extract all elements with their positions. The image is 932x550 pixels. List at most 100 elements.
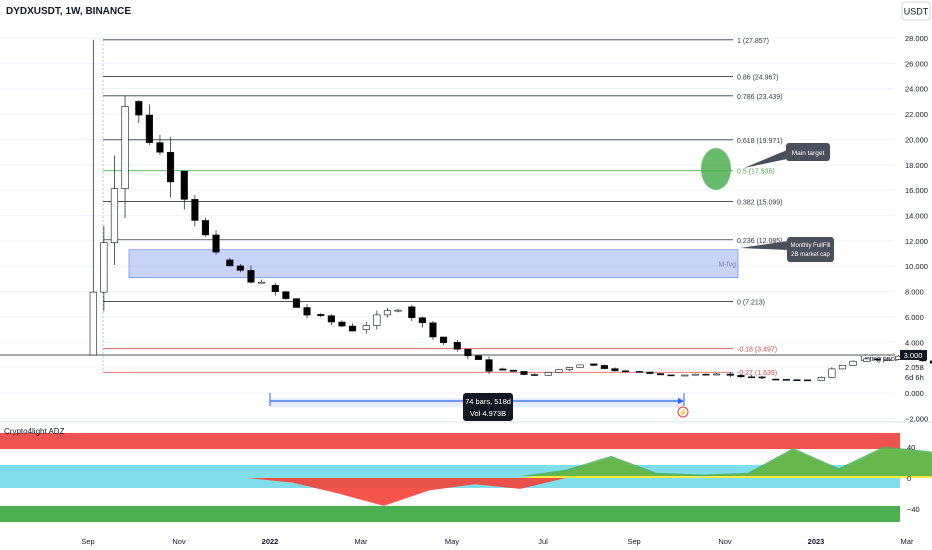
- currency-label: USDT: [904, 7, 929, 17]
- candle-body: [590, 363, 598, 366]
- candle-body: [429, 322, 437, 338]
- candle-body: [348, 325, 357, 332]
- indicator-level-label: −40: [907, 505, 920, 514]
- fib-level-label: 1 (27.857): [737, 38, 769, 45]
- price-tick-label: 4.000: [905, 338, 924, 347]
- candle-body: [576, 364, 584, 368]
- time-tick-label: Jul: [538, 537, 548, 546]
- candle-body: [327, 315, 335, 323]
- price-tick-label: −2.000: [905, 414, 928, 423]
- candle-body: [817, 377, 825, 381]
- candle-body: [621, 370, 630, 373]
- currency-button[interactable]: USDT: [901, 1, 931, 21]
- candle-body: [863, 358, 871, 362]
- price-axis[interactable]: 28.000 26.000 24.000 22.000 20.000 18.000 16.0…: [900, 34, 928, 514]
- price-tick-label: 10.000: [905, 262, 928, 271]
- fib-level-label: 0.5 (17.535): [737, 169, 775, 176]
- time-tick-label: May: [445, 537, 459, 546]
- candle-body: [180, 170, 188, 200]
- oscillator-negative-red: [247, 478, 932, 506]
- candle-body: [474, 355, 483, 360]
- candle-body: [191, 199, 199, 221]
- candle-body: [257, 281, 266, 284]
- candle-body: [884, 359, 892, 361]
- price-tick-label: 12.000: [905, 237, 928, 246]
- price-tick-label: 6.000: [905, 313, 924, 322]
- price-tick-label: 8.000: [905, 288, 924, 297]
- candle-body: [530, 374, 539, 376]
- candle-body: [464, 348, 472, 357]
- countdown-label: 6d 6h: [905, 373, 924, 382]
- candle-body: [782, 379, 790, 381]
- candle-body: [282, 291, 290, 299]
- candle-body: [849, 360, 857, 366]
- candle-body: [439, 336, 448, 344]
- monthly-fullfill-line1: Monthly FullFill: [790, 243, 830, 249]
- time-tick-label: 2023: [808, 537, 825, 546]
- candle-body: [565, 367, 574, 370]
- candle-body: [212, 234, 220, 253]
- measure-bars-text: 74 bars, 518d: [465, 397, 511, 406]
- fibonacci-levels[interactable]: 1 (27.857) 0.86 (24.967) 0.786 (23.439) 0.6…: [102, 38, 783, 377]
- candle-body: [89, 291, 97, 356]
- price-tick-label: 0.000: [905, 389, 924, 398]
- lightning-icon[interactable]: ⚡: [677, 406, 689, 418]
- main-target-callout[interactable]: Main target: [744, 143, 830, 168]
- price-tick-label: 22.000: [905, 110, 928, 119]
- candle-body: [681, 374, 689, 377]
- candles: [89, 39, 932, 382]
- candle-body: [803, 379, 812, 382]
- time-tick-label: Mar: [355, 537, 368, 546]
- candle-body: [499, 368, 507, 371]
- main-target-text: Main target: [792, 150, 825, 157]
- time-tick-label: Sep: [627, 537, 640, 546]
- oscillator-positive-green: [247, 446, 932, 476]
- date-range-measure[interactable]: 74 bars, 518d Vol 4.973B: [269, 393, 685, 421]
- candle-body: [646, 371, 654, 374]
- candle-body: [509, 369, 517, 372]
- candle-body: [828, 368, 836, 378]
- candle-body: [544, 372, 552, 376]
- candle-body: [772, 378, 780, 381]
- fvg-zone[interactable]: [128, 249, 739, 278]
- fib-level-label: 0 (7.213): [737, 300, 765, 307]
- price-tick-label: 16.000: [905, 186, 928, 195]
- band-lower-green: [0, 506, 900, 522]
- candle-body: [555, 369, 563, 373]
- oscillator-area: [247, 446, 932, 506]
- fib-level-label: -0.27 (1.639): [737, 370, 777, 377]
- candle-body: [317, 314, 325, 317]
- fib-level-label: 0.786 (23.439): [737, 94, 783, 101]
- time-tick-label: Nov: [172, 537, 186, 546]
- main-target-circle[interactable]: [701, 148, 731, 190]
- candle-body: [100, 242, 108, 293]
- target-layer: [701, 148, 731, 190]
- candle-body: [667, 374, 675, 377]
- price-tick-label: 18.000: [905, 161, 928, 170]
- indicator-level-label: 40: [907, 443, 915, 452]
- candle-body: [201, 220, 210, 236]
- candle-body: [303, 307, 311, 316]
- candle-body: [635, 371, 643, 373]
- candle-body: [737, 375, 745, 378]
- fib-level-label: -0.18 (3.497): [737, 347, 777, 354]
- candle-body: [691, 373, 699, 376]
- candle-body: [408, 306, 416, 319]
- monthly-fullfill-callout[interactable]: Monthly FullFill 2B market cap: [740, 237, 834, 262]
- candle-body: [600, 365, 608, 369]
- band-middle-cyan: [0, 465, 900, 488]
- fib-level-label: 0.86 (24.967): [737, 74, 779, 81]
- price-tick-label: 2.058: [905, 363, 924, 372]
- measure-volume-text: Vol 4.973B: [470, 409, 506, 418]
- candle-body: [362, 325, 370, 330]
- indicator-bands: [0, 433, 900, 522]
- candle-body: [758, 376, 766, 379]
- candle-body: [271, 284, 279, 293]
- candle-body: [156, 142, 164, 153]
- time-tick-label: Mar: [901, 537, 914, 546]
- monthly-fullfill-line2: 2B market cap: [791, 252, 830, 258]
- time-axis[interactable]: SepNov2022MarMayJulSepNov2023MarMayJulSe…: [81, 537, 932, 546]
- time-tick-label: Sep: [81, 537, 94, 546]
- candle-body: [929, 360, 932, 364]
- candle-body: [702, 373, 710, 376]
